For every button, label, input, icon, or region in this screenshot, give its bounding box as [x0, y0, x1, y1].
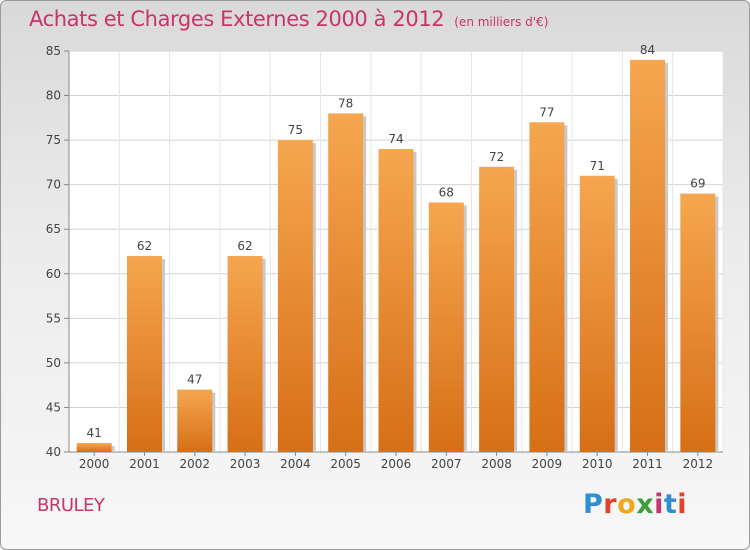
location-label: BRULEY [37, 495, 105, 516]
logo-letter: o [617, 489, 637, 520]
bar-value-label: 62 [237, 239, 252, 253]
x-tick-label: 2009 [532, 457, 563, 471]
x-tick-label: 2000 [79, 457, 110, 471]
chart-subtitle: (en milliers d'€) [454, 15, 549, 29]
bar-value-label: 69 [690, 177, 705, 191]
bar-value-label: 75 [288, 123, 303, 137]
y-tick-label: 45 [46, 400, 61, 414]
y-tick-label: 60 [46, 267, 61, 281]
bar [680, 193, 716, 453]
bar-value-label: 77 [539, 105, 554, 119]
bar [630, 59, 666, 453]
y-tick-label: 70 [46, 178, 61, 192]
x-tick-label: 2012 [683, 457, 714, 471]
x-tick-label: 2005 [330, 457, 361, 471]
bar [579, 175, 615, 452]
x-tick-label: 2002 [179, 457, 210, 471]
y-tick-label: 80 [46, 89, 61, 103]
y-tick-label: 65 [46, 222, 61, 236]
bar-value-label: 78 [338, 96, 353, 110]
logo-letter: r [603, 489, 618, 520]
proxiti-logo: Proxiti [583, 489, 687, 520]
x-tick-label: 2006 [381, 457, 412, 471]
logo-letter: x [636, 489, 655, 520]
bar-value-label: 72 [489, 150, 504, 164]
x-tick-label: 2008 [481, 457, 512, 471]
bar [328, 113, 364, 452]
y-tick-label: 50 [46, 356, 61, 370]
x-tick-label: 2001 [129, 457, 160, 471]
bar [76, 443, 112, 452]
bar [177, 389, 213, 452]
y-tick-label: 85 [46, 44, 61, 58]
bar-value-label: 62 [137, 239, 152, 253]
logo-letter: t [663, 489, 678, 520]
y-tick-label: 55 [46, 311, 61, 325]
x-tick-label: 2010 [582, 457, 613, 471]
bar [529, 122, 565, 453]
y-tick-label: 40 [46, 445, 61, 459]
x-tick-label: 2007 [431, 457, 462, 471]
logo-letter: P [583, 489, 604, 520]
bar-value-label: 74 [388, 132, 403, 146]
logo-letter: i [677, 489, 688, 520]
bar [126, 255, 162, 452]
bar-value-label: 71 [590, 159, 605, 173]
bar [277, 140, 313, 452]
y-tick-label: 75 [46, 133, 61, 147]
chart-title-text: Achats et Charges Externes 2000 à 2012 [29, 7, 445, 31]
x-tick-label: 2004 [280, 457, 311, 471]
bar [428, 202, 464, 452]
bar [378, 149, 414, 452]
x-tick-label: 2003 [230, 457, 261, 471]
bar-value-label: 84 [640, 43, 655, 57]
x-tick-label: 2011 [632, 457, 663, 471]
bar-value-label: 41 [87, 426, 102, 440]
bar-value-label: 47 [187, 373, 202, 387]
bar [227, 255, 263, 452]
chart-title: Achats et Charges Externes 2000 à 2012 (e… [29, 7, 548, 31]
logo-letter: i [654, 489, 664, 520]
bar [479, 166, 515, 452]
bar-value-label: 68 [439, 185, 454, 199]
